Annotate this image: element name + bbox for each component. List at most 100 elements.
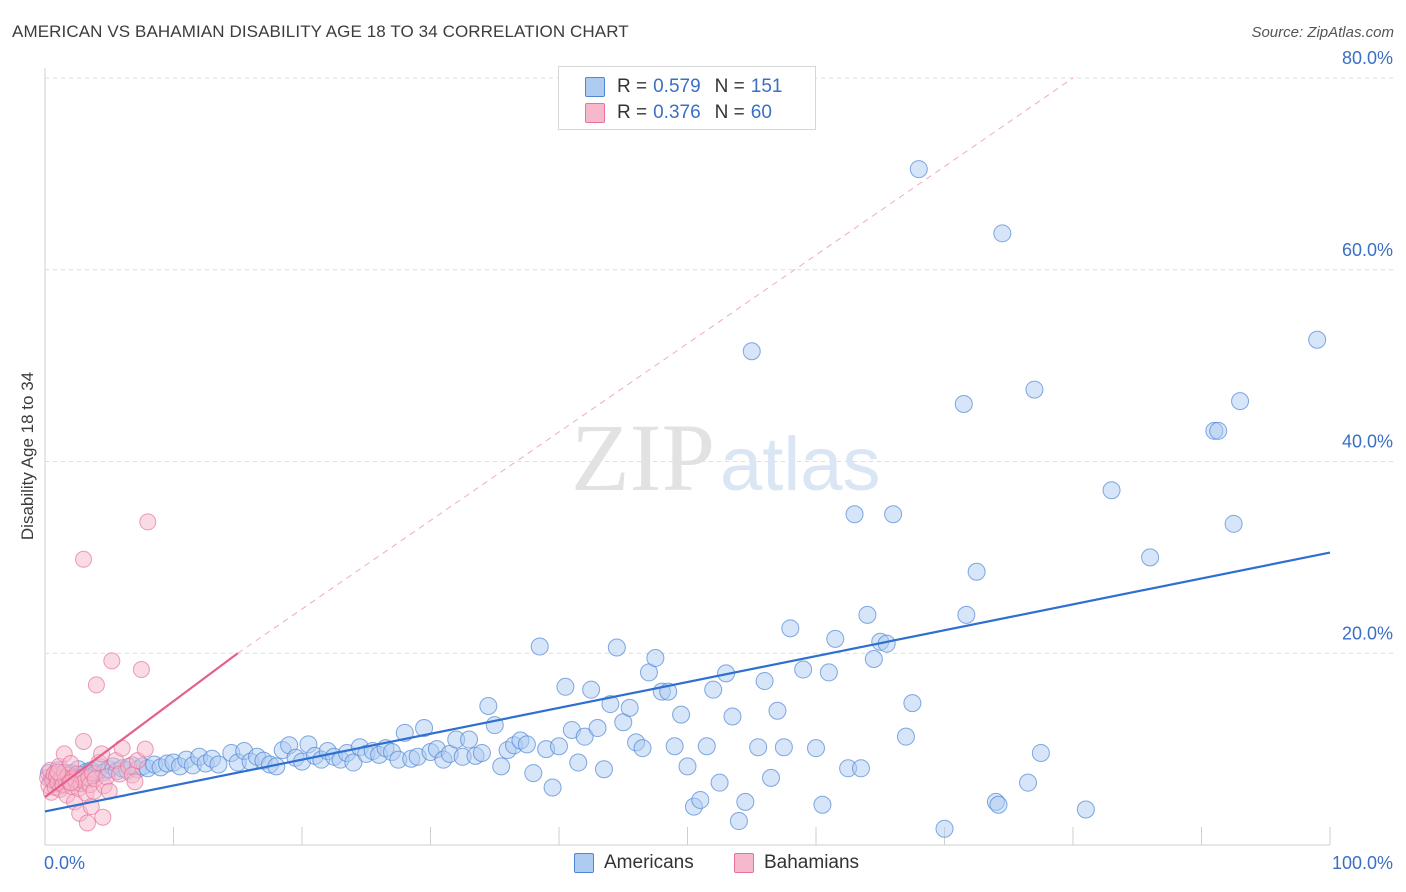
americans-point (557, 678, 574, 695)
bahamians-point (76, 733, 92, 749)
americans-point (1142, 549, 1159, 566)
x-tick-label-max: 100.0% (1332, 853, 1393, 873)
americans-point (544, 779, 561, 796)
americans-point (763, 769, 780, 786)
gridlines (45, 78, 1395, 653)
americans-point (1020, 774, 1037, 791)
legend-n-value: 60 (751, 102, 772, 124)
bahamians-trend-extension (238, 78, 1073, 653)
americans-point (673, 706, 690, 723)
legend-row-bahamians: R = 0.376 N = 60 (585, 101, 786, 125)
legend-r-value: 0.376 (653, 102, 701, 124)
americans-point (958, 606, 975, 623)
americans-point (750, 739, 767, 756)
americans-point (808, 740, 825, 757)
americans-point (904, 695, 921, 712)
americans-point (634, 740, 651, 757)
americans-point (621, 699, 638, 716)
americans-point (480, 697, 497, 714)
correlation-legend: R = 0.579 N = 151 R = 0.376 N = 60 (558, 66, 816, 130)
bahamians-point (140, 514, 156, 530)
bahamians-point (79, 815, 95, 831)
americans-point (1210, 422, 1227, 439)
bahamians-point (127, 774, 143, 790)
americans-point (968, 563, 985, 580)
y-tick-label: 60.0% (1342, 240, 1393, 260)
americans-point (756, 673, 773, 690)
bahamians-swatch (585, 103, 605, 123)
americans-point (885, 506, 902, 523)
americans-point (737, 793, 754, 810)
bahamians-point (104, 653, 120, 669)
bottom-legend-americans: Americans (574, 852, 694, 874)
americans-swatch (574, 853, 594, 873)
bahamians-point (50, 764, 66, 780)
americans-point (820, 664, 837, 681)
americans-point (955, 395, 972, 412)
watermark-atlas: atlas (720, 422, 881, 507)
bahamians-points (40, 514, 156, 831)
americans-point (775, 739, 792, 756)
americans-point (865, 651, 882, 668)
americans-point (852, 760, 869, 777)
bahamians-point (137, 741, 153, 757)
americans-point (608, 639, 625, 656)
legend-n-label: N = (715, 102, 745, 124)
americans-point (827, 630, 844, 647)
scatter-chart: ZIP atlas 20.0% 40.0% 60.0% 80.0% 0.0% 100.0% (0, 0, 1406, 892)
americans-point (551, 738, 568, 755)
americans-point (730, 813, 747, 830)
americans-point (814, 796, 831, 813)
bahamians-point (76, 551, 92, 567)
watermark-zip: ZIP (571, 404, 715, 511)
y-tick-label: 20.0% (1342, 623, 1393, 643)
americans-point (795, 661, 812, 678)
americans-point (743, 343, 760, 360)
legend-row-americans: R = 0.579 N = 151 (585, 75, 796, 99)
americans-point (1225, 515, 1242, 532)
americans-point (666, 738, 683, 755)
americans-point (518, 736, 535, 753)
legend-n-label: N = (715, 76, 745, 98)
legend-n-value: 151 (751, 76, 783, 98)
bahamians-point (95, 809, 111, 825)
americans-point (461, 731, 478, 748)
americans-label: Americans (604, 852, 694, 874)
americans-point (782, 620, 799, 637)
americans-point (936, 820, 953, 837)
bahamians-point (88, 677, 104, 693)
americans-point (473, 744, 490, 761)
americans-point (769, 702, 786, 719)
bahamians-point (133, 662, 149, 678)
americans-swatch (585, 77, 605, 97)
americans-point (647, 650, 664, 667)
americans-point (1309, 331, 1326, 348)
trend-lines (238, 78, 1073, 653)
americans-point (990, 796, 1007, 813)
americans-point (1077, 801, 1094, 818)
americans-point (525, 765, 542, 782)
y-tick-label: 40.0% (1342, 432, 1393, 452)
bahamians-swatch (734, 853, 754, 873)
legend-r-label: R = (617, 76, 647, 98)
americans-point (1026, 381, 1043, 398)
y-tick-label: 80.0% (1342, 48, 1393, 68)
legend-r-label: R = (617, 102, 647, 124)
americans-point (846, 506, 863, 523)
americans-point (705, 681, 722, 698)
americans-point (1032, 744, 1049, 761)
americans-point (711, 774, 728, 791)
americans-point (570, 754, 587, 771)
americans-point (698, 738, 715, 755)
americans-point (1232, 393, 1249, 410)
americans-point (994, 225, 1011, 242)
watermark: ZIP atlas (571, 404, 881, 511)
americans-point (531, 638, 548, 655)
bahamians-label: Bahamians (764, 852, 859, 874)
americans-point (595, 761, 612, 778)
americans-point (583, 681, 600, 698)
x-tick-label-min: 0.0% (44, 853, 85, 873)
americans-point (859, 606, 876, 623)
americans-point (910, 161, 927, 178)
legend-r-value: 0.579 (653, 76, 701, 98)
